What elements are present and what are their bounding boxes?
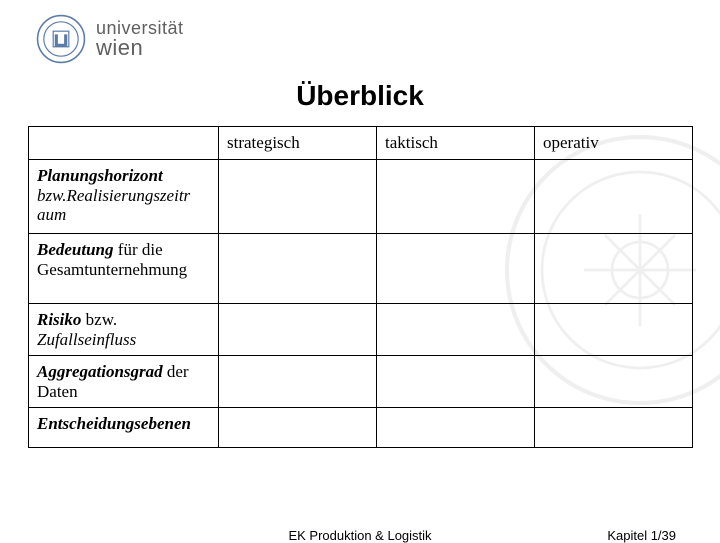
row-label-entscheidungsebenen: Entscheidungsebenen xyxy=(29,408,219,448)
table-row: Entscheidungsebenen xyxy=(29,408,693,448)
table-cell xyxy=(535,304,693,356)
row-label-planungshorizont: Planungshorizontbzw.Realisierungszeitrau… xyxy=(29,160,219,234)
logo-seal-icon xyxy=(36,14,86,64)
table-cell xyxy=(535,408,693,448)
table-cell xyxy=(219,234,377,304)
table-cell xyxy=(219,356,377,408)
overview-table: strategisch taktisch operativ Planungsho… xyxy=(28,126,692,448)
row-label-risiko: Risiko bzw.Zufallseinfluss xyxy=(29,304,219,356)
footer-page: Kapitel 1/39 xyxy=(607,528,676,543)
table-header-operativ: operativ xyxy=(535,127,693,160)
table-cell xyxy=(535,160,693,234)
table-header-empty xyxy=(29,127,219,160)
table-cell xyxy=(377,356,535,408)
row-label-bedeutung: Bedeutung für dieGesamtunternehmung xyxy=(29,234,219,304)
table-cell xyxy=(377,408,535,448)
table-cell xyxy=(219,160,377,234)
table-cell xyxy=(377,234,535,304)
table-cell xyxy=(219,408,377,448)
table-header-row: strategisch taktisch operativ xyxy=(29,127,693,160)
table-cell xyxy=(377,304,535,356)
table-cell xyxy=(535,356,693,408)
table-row: Aggregationsgrad derDaten xyxy=(29,356,693,408)
table-row: Planungshorizontbzw.Realisierungszeitrau… xyxy=(29,160,693,234)
table-cell xyxy=(535,234,693,304)
table-row: Bedeutung für dieGesamtunternehmung xyxy=(29,234,693,304)
logo-text-line2: wien xyxy=(96,37,184,59)
table-cell xyxy=(219,304,377,356)
table-header-strategisch: strategisch xyxy=(219,127,377,160)
table-row: Risiko bzw.Zufallseinfluss xyxy=(29,304,693,356)
table-cell xyxy=(377,160,535,234)
row-label-aggregationsgrad: Aggregationsgrad derDaten xyxy=(29,356,219,408)
university-logo: universität wien xyxy=(36,14,184,64)
page-title: Überblick xyxy=(0,80,720,112)
footer-center: EK Produktion & Logistik xyxy=(288,528,431,543)
table-header-taktisch: taktisch xyxy=(377,127,535,160)
